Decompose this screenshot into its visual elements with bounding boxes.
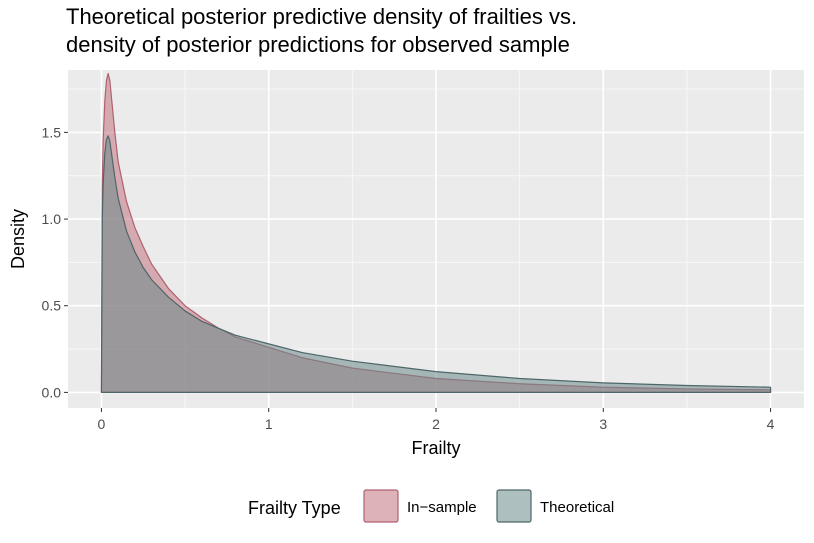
x-tick-label: 1 [265, 416, 273, 432]
density-areas [100, 72, 772, 393]
legend-label-theoretical: Theoretical [540, 499, 614, 516]
chart-title-line-1: Theoretical posterior predictive density… [66, 4, 577, 29]
legend-key-theoretical [496, 489, 532, 523]
x-tick-label: 4 [767, 416, 775, 432]
x-tick-label: 0 [98, 416, 106, 432]
y-axis: 0.0 0.5 1.0 1.5 [42, 124, 68, 400]
y-tick-label: 1.0 [42, 211, 62, 227]
density-area-theoretical [100, 135, 772, 393]
legend-label-in-sample: In−sample [407, 499, 477, 516]
legend: Frailty Type In−sample Theoretical [248, 489, 614, 523]
x-axis: 0 1 2 3 4 [98, 408, 775, 432]
x-tick-label: 2 [432, 416, 440, 432]
legend-key-in-sample [363, 489, 399, 523]
y-tick-label: 0.0 [42, 384, 62, 400]
legend-title: Frailty Type [248, 498, 341, 518]
y-tick-label: 0.5 [42, 298, 62, 314]
chart-title: Theoretical posterior predictive density… [66, 4, 577, 57]
x-axis-title: Frailty [412, 438, 461, 458]
y-axis-title: Density [8, 209, 28, 269]
chart-title-line-2: density of posterior predictions for obs… [66, 32, 570, 57]
y-tick-label: 1.5 [42, 124, 62, 140]
x-tick-label: 3 [599, 416, 607, 432]
